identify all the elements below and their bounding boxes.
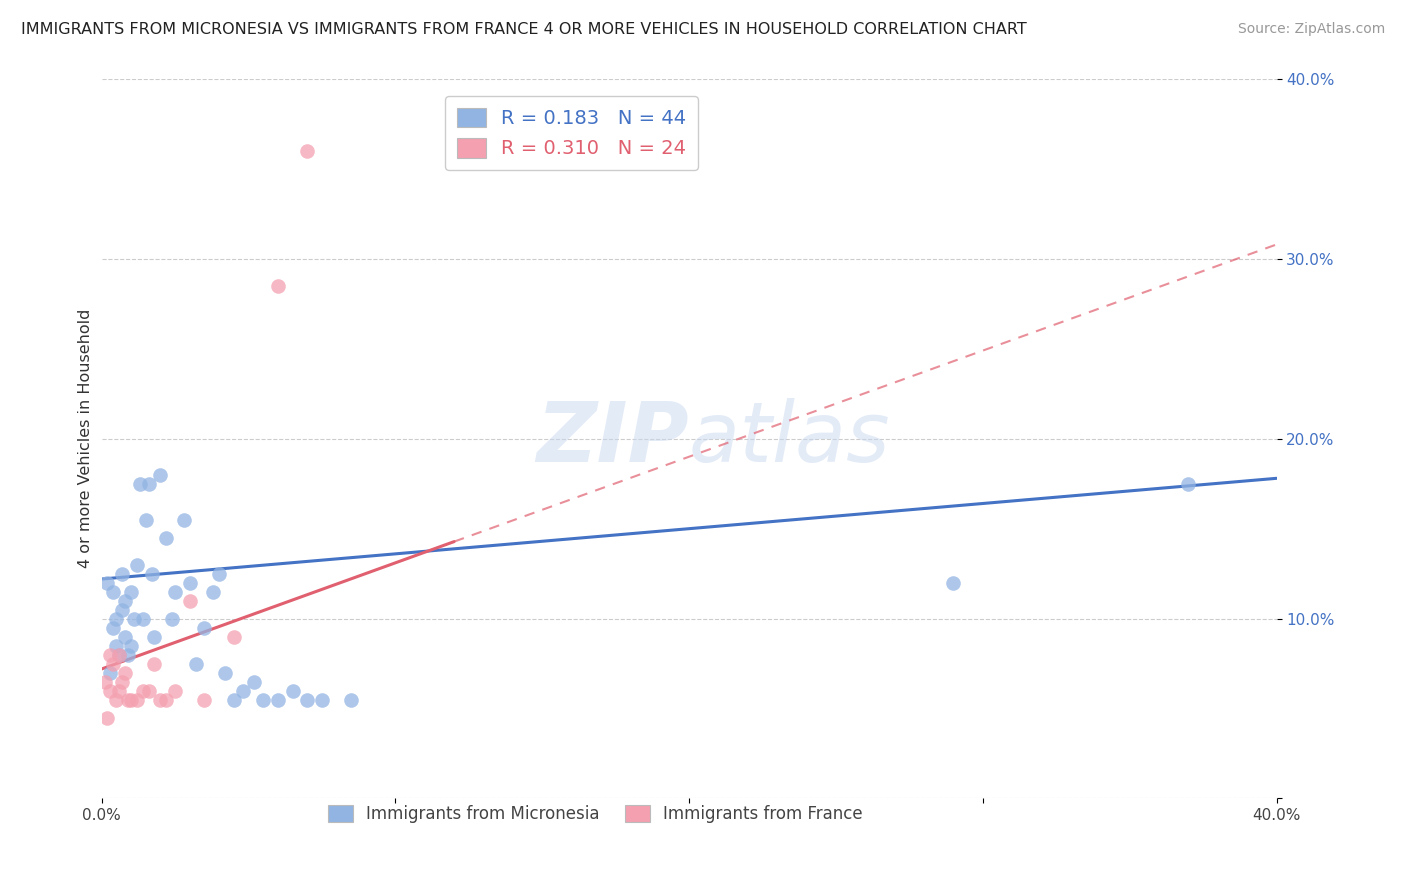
Point <box>1177 476 1199 491</box>
Point <box>208 566 231 581</box>
Text: ZIP: ZIP <box>537 398 689 479</box>
Point <box>125 558 148 572</box>
Point <box>193 621 215 635</box>
Point <box>93 674 115 689</box>
Point <box>132 683 155 698</box>
Point <box>163 584 186 599</box>
Point <box>117 648 139 662</box>
Point <box>149 692 172 706</box>
Point <box>281 683 304 698</box>
Point <box>143 657 166 671</box>
Point <box>222 630 245 644</box>
Point <box>117 692 139 706</box>
Point <box>340 692 363 706</box>
Text: atlas: atlas <box>689 398 890 479</box>
Point <box>108 683 131 698</box>
Point <box>252 692 274 706</box>
Point <box>120 639 142 653</box>
Point <box>100 683 122 698</box>
Point <box>125 692 148 706</box>
Point <box>105 639 128 653</box>
Point <box>138 476 160 491</box>
Point <box>132 612 155 626</box>
Point <box>179 593 201 607</box>
Text: Source: ZipAtlas.com: Source: ZipAtlas.com <box>1237 22 1385 37</box>
Point <box>108 648 131 662</box>
Point <box>202 584 225 599</box>
Point <box>135 513 157 527</box>
Point <box>111 674 134 689</box>
Point <box>141 566 163 581</box>
Point <box>160 612 183 626</box>
Point <box>96 575 118 590</box>
Point <box>114 665 136 680</box>
Point <box>143 630 166 644</box>
Point <box>105 692 128 706</box>
Point <box>179 575 201 590</box>
Point <box>128 476 150 491</box>
Point <box>267 692 290 706</box>
Point <box>120 692 142 706</box>
Point <box>122 612 145 626</box>
Point <box>111 566 134 581</box>
Point <box>105 612 128 626</box>
Point <box>103 657 125 671</box>
Point <box>297 144 319 158</box>
Point <box>111 602 134 616</box>
Point <box>149 467 172 482</box>
Text: IMMIGRANTS FROM MICRONESIA VS IMMIGRANTS FROM FRANCE 4 OR MORE VEHICLES IN HOUSE: IMMIGRANTS FROM MICRONESIA VS IMMIGRANTS… <box>21 22 1026 37</box>
Point <box>120 584 142 599</box>
Point <box>243 674 266 689</box>
Point <box>193 692 215 706</box>
Point <box>155 692 177 706</box>
Point <box>155 531 177 545</box>
Point <box>311 692 333 706</box>
Point <box>103 621 125 635</box>
Point <box>184 657 207 671</box>
Point <box>222 692 245 706</box>
Point <box>232 683 254 698</box>
Point <box>96 710 118 724</box>
Point <box>267 278 290 293</box>
Point <box>114 593 136 607</box>
Y-axis label: 4 or more Vehicles in Household: 4 or more Vehicles in Household <box>79 309 93 568</box>
Legend: Immigrants from Micronesia, Immigrants from France: Immigrants from Micronesia, Immigrants f… <box>321 798 869 830</box>
Point <box>103 584 125 599</box>
Point <box>100 665 122 680</box>
Point <box>114 630 136 644</box>
Point <box>297 692 319 706</box>
Point <box>163 683 186 698</box>
Point <box>108 648 131 662</box>
Point <box>100 648 122 662</box>
Point <box>214 665 236 680</box>
Point <box>173 513 195 527</box>
Point <box>138 683 160 698</box>
Point <box>942 575 965 590</box>
